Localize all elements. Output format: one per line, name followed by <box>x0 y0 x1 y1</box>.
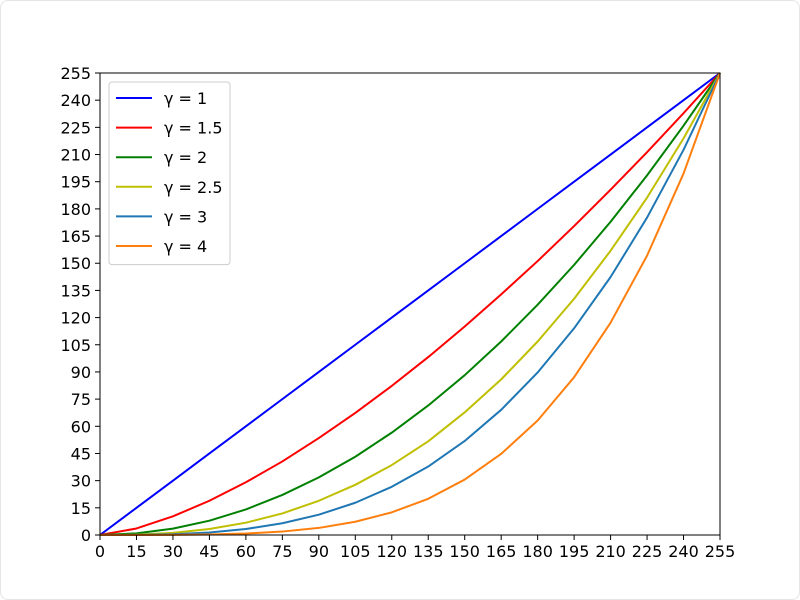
y-tick-label: 135 <box>60 281 91 300</box>
axes-frame <box>99 72 721 536</box>
y-tick-label: 165 <box>60 227 91 246</box>
y-tick-label: 105 <box>60 336 91 355</box>
legend-label-3: γ = 2 <box>164 148 207 167</box>
legend-label-5: γ = 3 <box>164 207 207 226</box>
x-tick-label: 165 <box>486 542 517 561</box>
x-tick-label: 240 <box>668 542 699 561</box>
legend: γ = 1 γ = 1.5 γ = 2 γ = 2.5 γ = 3 γ = 4 <box>108 81 231 266</box>
x-tick-label: 45 <box>199 542 219 561</box>
legend-label-4: γ = 2.5 <box>164 178 223 197</box>
x-tick-label: 0 <box>95 542 105 561</box>
x-tick-label: 60 <box>236 542 256 561</box>
x-tick-label: 195 <box>559 542 590 561</box>
x-tick-label: 180 <box>522 542 553 561</box>
y-tick-label: 120 <box>60 309 91 328</box>
legend-label-6: γ = 4 <box>164 237 207 256</box>
series-line-3 <box>99 72 721 536</box>
y-tick-label: 240 <box>60 91 91 110</box>
legend-label-2: γ = 1.5 <box>164 119 223 138</box>
y-tick-label: 15 <box>71 499 91 518</box>
x-tick-label: 255 <box>705 542 736 561</box>
y-tick-label: 150 <box>60 254 91 273</box>
y-axis: 0 15 30 45 60 75 90 105 120 135 150 165 180 195 210 225… <box>60 64 100 545</box>
y-tick-label: 0 <box>81 526 91 545</box>
x-tick-label: 120 <box>376 542 407 561</box>
x-tick-label: 75 <box>272 542 292 561</box>
y-tick-label: 210 <box>60 146 91 165</box>
y-tick-label: 60 <box>71 417 91 436</box>
series-line-4 <box>99 72 721 536</box>
y-tick-label: 75 <box>71 390 91 409</box>
y-tick-label: 255 <box>60 64 91 83</box>
series-line-1 <box>99 72 721 536</box>
y-tick-label: 195 <box>60 173 91 192</box>
y-tick-label: 180 <box>60 200 91 219</box>
y-tick-label: 225 <box>60 118 91 137</box>
y-tick-label: 30 <box>71 472 91 491</box>
series-line-2 <box>99 72 721 536</box>
x-tick-label: 90 <box>309 542 329 561</box>
x-axis: 0 15 30 45 60 75 90 105 120 135 150 165 180 195 210 225… <box>95 535 735 561</box>
x-tick-label: 30 <box>163 542 183 561</box>
y-tick-label: 45 <box>71 444 91 463</box>
x-tick-label: 150 <box>449 542 480 561</box>
x-tick-label: 105 <box>340 542 371 561</box>
x-tick-label: 225 <box>632 542 663 561</box>
x-tick-label: 15 <box>126 542 146 561</box>
x-tick-label: 210 <box>595 542 626 561</box>
legend-label-1: γ = 1 <box>164 89 207 108</box>
y-tick-label: 90 <box>71 363 91 382</box>
series-line-5 <box>99 72 721 536</box>
x-tick-label: 135 <box>413 542 444 561</box>
